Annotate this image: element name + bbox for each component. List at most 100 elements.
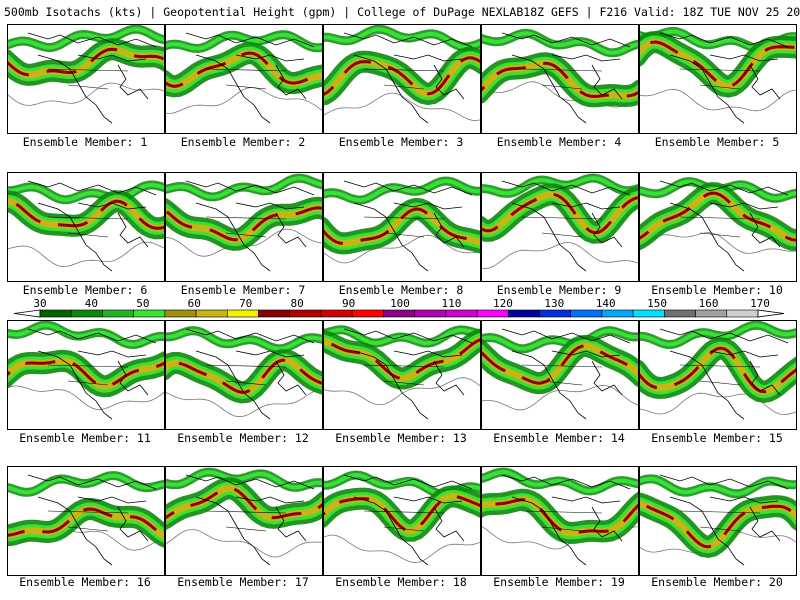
jet-stream-band [166, 486, 322, 520]
political-border [679, 364, 761, 386]
jet-stream-band [166, 470, 322, 490]
colorbar-tick-label: 60 [188, 297, 201, 310]
map-graphic [166, 173, 322, 272]
jet-stream-band [324, 179, 480, 203]
ensemble-member-label: Ensemble Member: 19 [493, 575, 625, 589]
colorbar-swatch [726, 309, 759, 318]
ensemble-member-map [639, 24, 797, 134]
ensemble-member-label: Ensemble Member: 4 [496, 135, 622, 149]
coastline [343, 180, 473, 272]
map-graphic [640, 177, 796, 272]
ensemble-member-map [323, 320, 481, 430]
colorbar-swatch [258, 309, 291, 318]
jet-stream-band [640, 323, 796, 347]
coastline [185, 328, 315, 420]
colorbar-tick-label: 80 [290, 297, 303, 310]
ensemble-member-map [323, 172, 481, 282]
jet-stream-band [166, 176, 322, 199]
map-graphic [640, 321, 796, 420]
coastline [343, 328, 473, 420]
map-graphic [482, 326, 638, 420]
coastline [659, 32, 789, 124]
jet-stream-band [324, 338, 480, 381]
political-border [47, 364, 129, 386]
ensemble-member-map [639, 466, 797, 576]
height-contour [482, 242, 638, 269]
ensemble-member-map [481, 24, 639, 134]
jet-stream-band [8, 25, 164, 53]
ensemble-member-label: Ensemble Member: 9 [496, 283, 622, 297]
jet-stream-band [640, 191, 796, 242]
ensemble-member-map [7, 320, 165, 430]
ensemble-member-label: Ensemble Member: 7 [180, 283, 306, 297]
height-contour [324, 534, 480, 564]
jet-stream-band [324, 327, 480, 346]
coastline [27, 328, 157, 420]
ensemble-member-map [7, 172, 165, 282]
jet-stream-band [8, 323, 164, 347]
height-contour [166, 529, 322, 558]
colorbar-tick-label: 40 [85, 297, 98, 310]
ensemble-member-map [639, 172, 797, 282]
jet-stream-band [8, 27, 164, 50]
coastline [343, 474, 473, 566]
political-border [363, 68, 445, 90]
jet-stream-band [324, 494, 480, 533]
height-contour [640, 88, 796, 112]
ensemble-member-label: Ensemble Member: 2 [180, 135, 306, 149]
height-contour [324, 377, 480, 406]
ensemble-member-map [165, 466, 323, 576]
map-graphic [482, 467, 638, 566]
coastline [27, 180, 157, 272]
ensemble-member-label: Ensemble Member: 10 [651, 283, 783, 297]
colorbar-swatch [664, 309, 696, 318]
colorbar-right-arrow [757, 309, 785, 318]
ensemble-member-label: Ensemble Member: 3 [338, 135, 464, 149]
colorbar-tick-label: 110 [441, 297, 461, 310]
colorbar-tick-label: 90 [342, 297, 355, 310]
colorbar-tick-label: 120 [493, 297, 513, 310]
height-contour [324, 92, 480, 122]
map-graphic [324, 176, 480, 272]
jet-stream-band [482, 31, 638, 55]
map-graphic [324, 25, 480, 124]
colorbar-swatch [507, 309, 540, 318]
jet-stream-band [640, 346, 796, 394]
jet-stream-band [482, 498, 638, 535]
colorbar-swatch [133, 309, 166, 318]
map-graphic [324, 325, 480, 420]
jet-stream-band [482, 328, 638, 351]
map-graphic [8, 321, 164, 420]
ensemble-member-map [7, 466, 165, 576]
colorbar-swatch [102, 309, 134, 318]
colorbar-left-arrow [13, 309, 41, 318]
political-border [679, 510, 761, 532]
political-border [521, 510, 603, 532]
ensemble-member-map [165, 320, 323, 430]
coastline [185, 32, 315, 124]
political-border [205, 216, 287, 238]
colorbar-swatch [695, 309, 728, 318]
height-contour [482, 384, 638, 411]
jet-stream-band [166, 51, 322, 88]
political-border [363, 364, 445, 386]
colorbar-tick-label: 130 [544, 297, 564, 310]
ensemble-member-label: Ensemble Member: 14 [493, 431, 625, 445]
jet-stream-band [166, 206, 322, 242]
ensemble-member-label: Ensemble Member: 11 [19, 431, 151, 445]
colorbar-swatch [632, 309, 665, 318]
coastline [659, 328, 789, 420]
colorbar-swatch [227, 309, 259, 318]
height-contour [640, 392, 796, 416]
jet-stream-band [640, 40, 796, 88]
coastline [659, 474, 789, 566]
coastline [501, 474, 631, 566]
colorbar-swatch [476, 309, 509, 318]
ensemble-member-label: Ensemble Member: 8 [338, 283, 464, 297]
jet-stream-band [482, 193, 638, 235]
height-contour [8, 241, 164, 268]
political-border [679, 216, 761, 238]
ensemble-member-map [481, 466, 639, 576]
jet-stream-band [482, 175, 638, 196]
coastline [343, 32, 473, 124]
